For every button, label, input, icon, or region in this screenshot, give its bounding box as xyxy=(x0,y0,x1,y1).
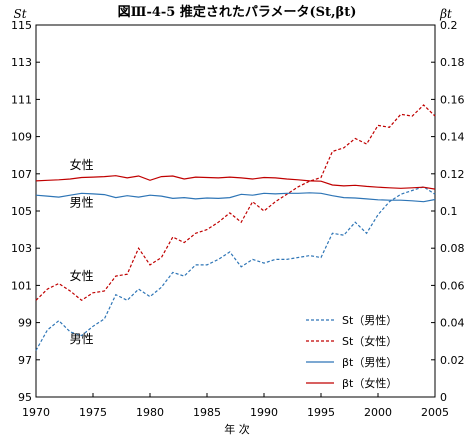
y-right-tick-label: 0.18 xyxy=(440,56,465,69)
y-left-tick-label: 115 xyxy=(11,19,32,32)
x-tick-label: 1995 xyxy=(307,406,335,419)
legend-label-1: St（女性） xyxy=(342,334,397,348)
y-right-tick-label: 0.04 xyxy=(440,317,465,330)
y-left-tick-label: 103 xyxy=(11,242,32,255)
y-right-tick-label: 0.2 xyxy=(440,19,458,32)
y-right-tick-label: 0.06 xyxy=(440,279,465,292)
y-left-tick-label: 109 xyxy=(11,131,32,144)
series-line-1 xyxy=(35,104,436,302)
y-right-tick-label: 0 xyxy=(440,391,447,404)
legend-label-2: βt（男性） xyxy=(342,355,397,369)
y-left-tick-label: 107 xyxy=(11,168,32,181)
y-right-tick-label: 0.02 xyxy=(440,354,465,367)
y-left-tick-label: 97 xyxy=(18,354,32,367)
y-left-tick-label: 111 xyxy=(11,93,32,106)
annotation-label: 男性 xyxy=(70,332,94,346)
x-tick-label: 2000 xyxy=(364,406,392,419)
x-axis-title: 年 次 xyxy=(224,422,250,436)
legend-label-3: βt（女性） xyxy=(342,376,397,390)
x-tick-label: 2005 xyxy=(421,406,449,419)
plot-area: 95 97 99 101 103 105 107 109 111 113 115 0 0.02 0.04 0… xyxy=(11,19,465,419)
y-right-tick-label: 0.12 xyxy=(440,168,465,181)
y-right-tick-label: 0.14 xyxy=(440,131,465,144)
y-axis-left-title: St xyxy=(13,7,26,21)
y-left-tick-label: 101 xyxy=(11,279,32,292)
x-tick-label: 1980 xyxy=(136,406,164,419)
y-left-tick-label: 113 xyxy=(11,56,32,69)
x-tick-label: 1985 xyxy=(193,406,221,419)
y-left-tick-label: 95 xyxy=(18,391,32,404)
y-axis-right-title: βt xyxy=(439,7,452,21)
series-line-3 xyxy=(35,175,436,190)
series-line-2 xyxy=(35,192,436,203)
x-tick-label: 1970 xyxy=(22,406,50,419)
x-tick-label: 1990 xyxy=(250,406,278,419)
y-right-tick-label: 0.16 xyxy=(440,93,465,106)
annotation-label: 男性 xyxy=(70,195,94,209)
chart-title: 図Ⅲ-4-5 推定されたパラメータ(St,βt) xyxy=(118,4,357,20)
series-line-0 xyxy=(35,186,436,351)
y-left-tick-label: 105 xyxy=(11,205,32,218)
legend-label-0: St（男性） xyxy=(342,313,397,327)
x-tick-label: 1975 xyxy=(79,406,107,419)
y-right-tick-label: 0.1 xyxy=(440,205,458,218)
annotation-label: 女性 xyxy=(70,268,94,283)
annotation-label: 女性 xyxy=(70,157,94,172)
y-left-tick-label: 99 xyxy=(18,317,32,330)
y-right-tick-label: 0.08 xyxy=(440,242,465,255)
